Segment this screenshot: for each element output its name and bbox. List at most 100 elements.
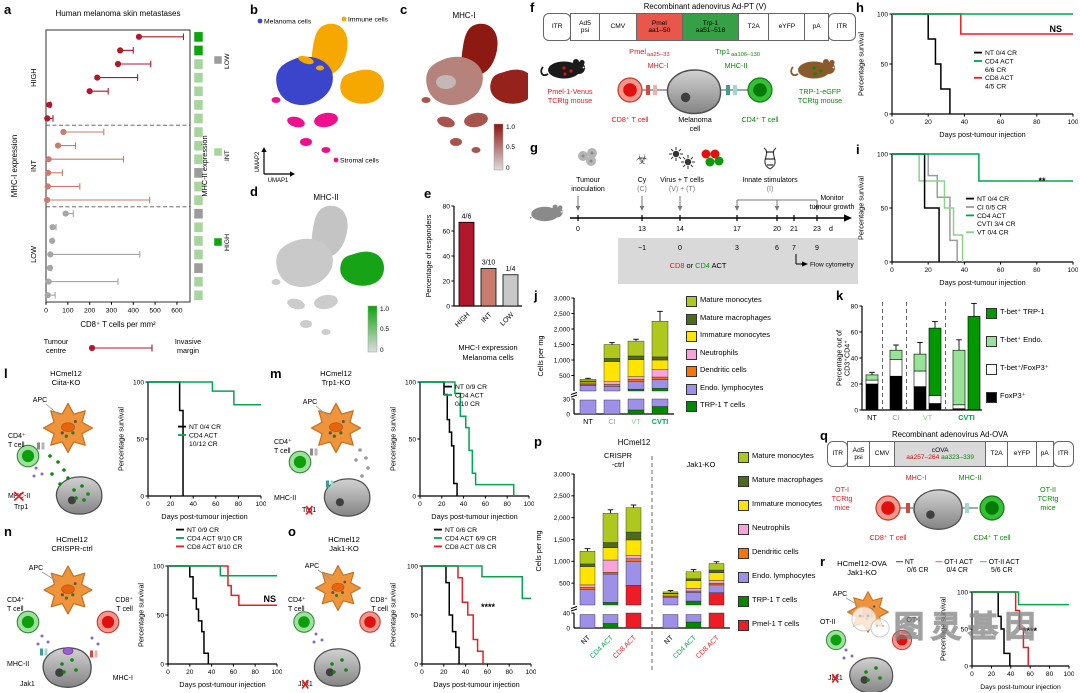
svg-text:(C): (C) — [637, 186, 647, 193]
svg-text:Cells per mg: Cells per mg — [536, 336, 545, 377]
svg-text:CD8 ACT: CD8 ACT — [985, 75, 1014, 82]
svg-text:TCRtg: TCRtg — [832, 494, 853, 503]
legend-item: Immature monocytes — [738, 499, 832, 511]
svg-text:Invasive: Invasive — [175, 337, 201, 346]
svg-text:400: 400 — [128, 308, 140, 315]
construct-box: pA — [804, 13, 829, 41]
svg-text:0: 0 — [380, 347, 384, 354]
construct-box: Trp-1 aa51–518 — [681, 13, 740, 41]
legend-entry: — OT-II ACT 5/6 CR — [979, 559, 1020, 575]
svg-text:0.5: 0.5 — [380, 326, 389, 333]
svg-text:T cell: T cell — [8, 442, 25, 449]
legend-item: T-bet⁺ TRP-1 — [986, 307, 1078, 319]
svg-text:20: 20 — [442, 278, 450, 285]
svg-text:NT: NT — [663, 634, 675, 646]
svg-text:CD8⁺: CD8⁺ — [370, 596, 388, 604]
svg-text:LOW: LOW — [29, 246, 38, 263]
svg-text:TCRtg mouse: TCRtg mouse — [548, 96, 592, 105]
panel-label-k: k — [836, 288, 844, 303]
svg-text:20: 20 — [925, 119, 933, 126]
svg-text:13: 13 — [638, 226, 646, 233]
svg-text:CD8 ACT: CD8 ACT — [695, 634, 721, 660]
svg-text:4/5 CR: 4/5 CR — [985, 84, 1006, 91]
svg-text:50: 50 — [157, 612, 165, 619]
svg-text:MHC-I expression: MHC-I expression — [458, 343, 517, 352]
survival-chart-l: 0 20 40 60 80 100 0 50 100 NT 0/4 CR CD4 ACT 10/12 … — [116, 370, 267, 522]
svg-text:CVTI 3/4 CR: CVTI 3/4 CR — [977, 221, 1016, 228]
svg-text:Percentage of responders: Percentage of responders — [424, 214, 433, 297]
svg-text:0: 0 — [566, 625, 570, 632]
chart-svg: APC CD4⁺ T cell CD8⁺ T cell MHC-II Jak1 MHC-I — [7, 565, 133, 688]
svg-text:Trp1: Trp1 — [14, 504, 28, 511]
construct-box: ITR — [827, 441, 849, 467]
panel-label-j: j — [534, 288, 538, 303]
svg-text:aa25–33: aa25–33 — [647, 52, 670, 58]
panel-label-l: l — [4, 366, 8, 381]
legend-entry: — NT 0/6 CR — [896, 559, 929, 575]
svg-text:mice: mice — [834, 503, 849, 512]
svg-text:2,000: 2,000 — [554, 326, 571, 333]
svg-text:6: 6 — [775, 245, 779, 252]
survival-chart-n: 0 20 40 60 80 100 0 50 100 NT 0/9 CR CD4 ACT 9/10 … — [136, 526, 283, 690]
treatment-timeline: ☣ Tumour inoculation Cy (C) Virus + T cells (V… — [524, 142, 858, 290]
svg-text:HIGH: HIGH — [224, 234, 231, 251]
svg-text:80: 80 — [1033, 267, 1041, 274]
svg-text:0: 0 — [412, 493, 416, 500]
svg-text:Melanoma cells: Melanoma cells — [462, 353, 514, 362]
svg-text:Days post-tumour injection: Days post-tumour injection — [939, 278, 1025, 287]
chart-svg: 0 20 40 60 80 100 0 50 100 **** Days post-tumour i… — [939, 589, 1075, 691]
svg-text:inoculation: inoculation — [571, 186, 605, 193]
svg-text:CD4⁺ T cell: CD4⁺ T cell — [973, 533, 1010, 542]
survival-chart-r: 0 20 40 60 80 100 0 50 100 **** Days post-tumour i… — [938, 586, 1075, 692]
svg-text:3,000: 3,000 — [554, 471, 571, 478]
svg-text:0: 0 — [890, 119, 894, 126]
svg-text:40: 40 — [460, 501, 468, 508]
svg-text:CD4⁺: CD4⁺ — [274, 438, 292, 446]
svg-text:0: 0 — [146, 501, 150, 508]
svg-text:MHC-II expression: MHC-II expression — [200, 135, 209, 196]
svg-text:40: 40 — [851, 355, 859, 362]
svg-text:0: 0 — [964, 663, 968, 670]
svg-text:CD8⁺: CD8⁺ — [115, 596, 133, 604]
svg-text:40: 40 — [961, 267, 969, 274]
svg-text:100: 100 — [271, 669, 282, 676]
panel-h: h 0 20 40 60 80 100 0 50 100 NT 0/4 CR CD4 ACT 6/6 … — [856, 0, 1079, 142]
svg-text:CD4⁺: CD4⁺ — [8, 432, 26, 440]
svg-text:MHC-II: MHC-II — [7, 661, 29, 668]
svg-text:1.0: 1.0 — [380, 306, 389, 313]
cartoon-adpt-cells: Pmel-1-Venus TCRtg mouse TRP-1-eGFP TCRtg m… — [530, 44, 858, 140]
svg-text:CD4⁺: CD4⁺ — [288, 596, 306, 604]
svg-text:21: 21 — [790, 226, 798, 233]
panel-a: a Human melanoma skin metastases HIGH INT L… — [4, 2, 232, 364]
svg-text:1,500: 1,500 — [554, 342, 571, 349]
svg-text:50: 50 — [137, 436, 145, 443]
panel-f: f Recombinant adenovirus Ad-PT (V) ITR Ad… — [530, 0, 858, 140]
svg-text:Immune cells: Immune cells — [348, 17, 389, 24]
svg-text:MHC-II: MHC-II — [313, 193, 338, 202]
svg-text:MHC-II: MHC-II — [725, 61, 748, 70]
svg-text:cell: cell — [690, 124, 701, 133]
construct-box: T2A — [984, 441, 1009, 467]
svg-text:500: 500 — [149, 308, 161, 315]
construct-adova: ITR Ad5 psi CMV cOVA aa257–264 aa323–339 T2A eY… — [827, 441, 1074, 467]
cartoon-title-o: HCmel12 Jak1-KO — [300, 535, 388, 553]
legend-item: Mature macrophages — [738, 475, 832, 487]
svg-text:50: 50 — [411, 612, 419, 619]
svg-text:TCRtg mouse: TCRtg mouse — [798, 96, 842, 105]
svg-text:1,000: 1,000 — [554, 357, 571, 364]
svg-text:MHC-I: MHC-I — [906, 473, 927, 482]
svg-text:NT 0/6 CR: NT 0/6 CR — [445, 527, 477, 534]
svg-text:CD4 ACT: CD4 ACT — [589, 634, 615, 660]
svg-text:20: 20 — [988, 671, 996, 678]
construct-box: ITR — [1052, 441, 1074, 467]
svg-text:Tumour: Tumour — [576, 177, 601, 184]
svg-text:NT: NT — [867, 413, 877, 422]
svg-text:TCRtg: TCRtg — [1038, 494, 1059, 503]
legend-item: Mature monocytes — [686, 295, 832, 307]
svg-text:40: 40 — [1007, 671, 1015, 678]
